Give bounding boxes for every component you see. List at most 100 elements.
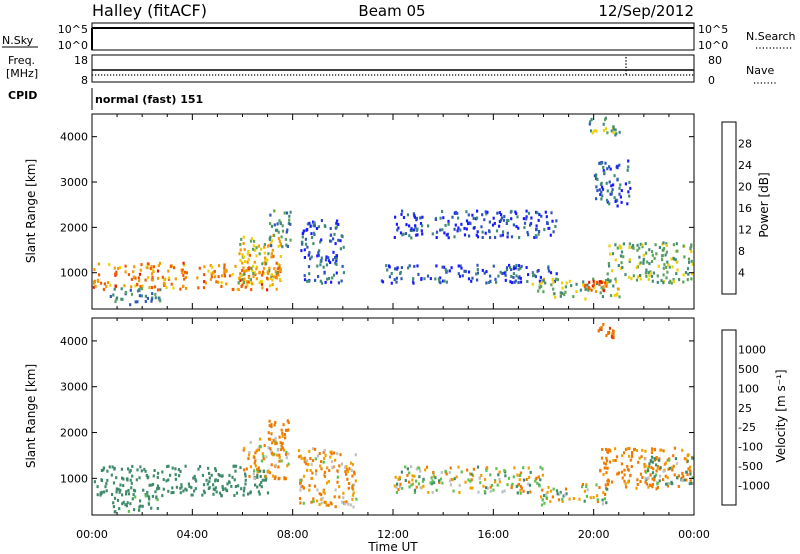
data-cell-0 — [208, 476, 211, 480]
data-cell-5 — [421, 232, 424, 236]
data-cell-5 — [526, 230, 529, 234]
data-cell-5 — [411, 482, 414, 486]
data-cell-0 — [126, 477, 129, 481]
data-cell-4 — [352, 505, 355, 509]
data-cell-9 — [688, 260, 691, 264]
data-cell-0 — [261, 286, 264, 290]
data-cell-5 — [418, 475, 421, 479]
data-cell-0 — [93, 280, 96, 284]
data-cell-5 — [498, 470, 501, 474]
nsky-tick-top-right: 10^5 — [698, 23, 728, 36]
data-cell-2 — [281, 229, 285, 233]
data-cell-11 — [620, 200, 623, 204]
data-cell-0 — [113, 266, 116, 270]
data-cell-4 — [308, 279, 311, 283]
data-cell-6 — [606, 487, 609, 491]
data-cell-4 — [315, 469, 318, 473]
data-cell-7 — [605, 466, 608, 470]
nsky-label: N.Sky — [2, 34, 34, 47]
data-cell-11 — [595, 173, 598, 177]
data-cell-1 — [247, 250, 250, 253]
data-cell-10 — [614, 128, 617, 132]
data-cell-4 — [329, 227, 332, 230]
data-cell-4 — [311, 471, 314, 475]
data-cell-1 — [267, 252, 270, 256]
data-cell-11 — [612, 183, 615, 187]
data-cell-0 — [228, 480, 231, 484]
data-cell-4 — [320, 467, 323, 471]
data-cell-7 — [605, 471, 608, 475]
data-cell-5 — [396, 228, 399, 232]
data-cell-5 — [397, 226, 400, 230]
data-cell-6 — [538, 484, 541, 488]
data-cell-9 — [606, 272, 609, 276]
data-cell-4 — [332, 237, 335, 241]
data-cell-0 — [262, 469, 265, 473]
data-cell-1 — [277, 465, 280, 469]
data-cell-2 — [285, 211, 289, 215]
data-cell-5 — [447, 236, 450, 240]
data-cell-7 — [550, 283, 553, 287]
data-cell-7 — [683, 457, 686, 461]
data-cell-2 — [287, 421, 290, 425]
data-cell-4 — [305, 228, 308, 232]
data-cell-7 — [614, 280, 618, 284]
data-cell-0 — [127, 273, 130, 277]
data-cell-5 — [413, 491, 416, 495]
data-cell-11 — [627, 165, 630, 169]
data-cell-6 — [512, 272, 515, 276]
data-cell-5 — [456, 211, 459, 215]
data-cell-6 — [426, 274, 430, 278]
data-cell-8 — [666, 476, 669, 480]
data-cell-5 — [551, 219, 554, 223]
data-cell-0 — [244, 285, 247, 289]
data-cell-7 — [604, 483, 607, 487]
data-cell-5 — [410, 227, 413, 231]
data-cell-7 — [599, 469, 602, 473]
data-cell-4 — [299, 501, 302, 505]
data-cell-0 — [237, 484, 240, 488]
data-cell-1 — [263, 245, 266, 249]
data-cell-0 — [151, 482, 155, 486]
data-cell-1 — [257, 244, 260, 248]
data-cell-5 — [523, 221, 527, 225]
data-cell-2 — [278, 219, 281, 223]
data-cell-4 — [303, 456, 306, 460]
data-cell-6 — [519, 280, 523, 284]
data-cell-5 — [485, 486, 488, 490]
velocity-ylabel: Slant Range [km] — [24, 364, 38, 468]
data-cell-10 — [588, 122, 591, 126]
data-cell-5 — [528, 483, 532, 487]
data-cell-9 — [638, 246, 641, 250]
data-cell-5 — [449, 483, 452, 487]
data-cell-4 — [313, 231, 316, 235]
colorbar-tick-label: 16 — [738, 202, 752, 215]
data-cell-0 — [202, 483, 206, 487]
data-cell-4 — [351, 497, 354, 501]
data-cell-0 — [111, 493, 114, 496]
data-cell-5 — [540, 214, 543, 218]
data-cell-5 — [516, 215, 519, 219]
data-cell-0 — [119, 488, 122, 492]
data-cell-5 — [440, 470, 443, 474]
data-cell-0 — [96, 279, 100, 283]
data-cell-4 — [352, 491, 355, 495]
data-cell-8 — [676, 476, 679, 480]
data-cell-5 — [467, 478, 470, 482]
data-cell-7 — [686, 473, 689, 477]
data-cell-11 — [595, 197, 598, 201]
data-cell-11 — [618, 163, 621, 167]
data-cell-1 — [278, 456, 281, 459]
data-cell-5 — [393, 484, 396, 488]
data-cell-4 — [334, 488, 337, 492]
data-cell-4 — [353, 470, 356, 474]
data-cell-3 — [120, 297, 123, 301]
data-cell-5 — [518, 236, 521, 240]
data-cell-5 — [410, 236, 413, 240]
data-cell-5 — [447, 219, 450, 223]
data-cell-0 — [216, 479, 219, 483]
data-cell-0 — [243, 277, 246, 281]
data-cell-4 — [309, 457, 312, 460]
data-cell-5 — [512, 223, 515, 227]
